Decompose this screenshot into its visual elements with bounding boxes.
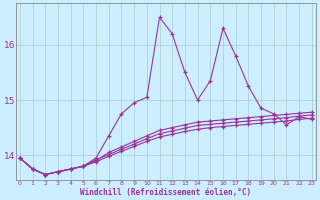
X-axis label: Windchill (Refroidissement éolien,°C): Windchill (Refroidissement éolien,°C) [80, 188, 252, 197]
